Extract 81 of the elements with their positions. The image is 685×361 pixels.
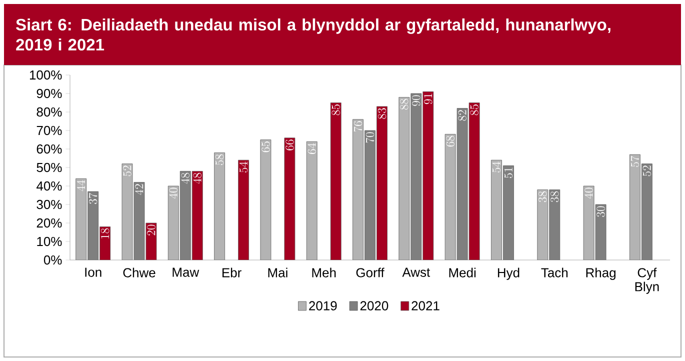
data-label: 57 [630,156,640,167]
x-tick-label: Chwe [123,268,156,278]
data-label: 83 [378,108,386,119]
data-label: 58 [215,154,224,166]
bar [192,171,203,260]
bar [76,178,87,260]
x-tick-label: Maw [172,268,200,277]
data-label: 65 [262,142,270,152]
bar [629,154,640,260]
data-label: 48 [181,172,190,184]
bar [364,130,376,260]
y-tick-label: 60% [36,144,62,154]
data-label: 30 [596,206,605,217]
data-label: 54 [239,162,248,172]
data-label: 68 [446,136,454,147]
bar [180,171,191,260]
data-label: 40 [169,188,178,199]
data-label: 88 [400,98,408,110]
bar [376,106,388,260]
y-tick-label: 20% [36,218,62,228]
x-tick-label: Ion [85,268,102,277]
legend-label: 2020 [360,301,388,310]
data-label: 38 [538,191,547,202]
bar [549,190,560,260]
bar [352,119,364,260]
data-label: 52 [123,166,132,176]
y-tick-label: 90% [36,88,62,98]
chart-title: Siart 6: Deiliadaeth unedau misol a blynyddol ar gyfartaledd, hunanarlwyo, 2019 i 2021 [16,18,610,51]
bar [410,93,422,260]
data-label: 64 [308,143,316,154]
data-label: 42 [135,184,144,195]
x-tick-label: Gorff [356,268,384,278]
data-label: 70 [366,132,374,143]
x-tick-label: Awst [402,268,430,277]
x-tick-label: Ebr [222,268,242,278]
data-label: 18 [100,228,110,239]
bar [330,102,342,260]
bar [503,165,514,260]
bar [398,97,410,260]
bar [88,191,99,260]
data-label: 85 [470,104,478,116]
data-label: 90 [412,95,420,106]
bar [422,91,434,260]
data-label: 44 [76,180,85,192]
bar [491,160,502,260]
x-tick-label: Mai [268,268,288,278]
y-tick-label: 40% [36,181,62,191]
data-label: 54 [492,162,501,172]
data-label: 20 [147,224,156,236]
data-label: 76 [354,121,362,132]
x-tick-label: Medi [449,268,476,278]
x-tick-label: Tach [541,268,568,278]
data-label: 66 [286,140,294,150]
data-label: 40 [584,188,593,199]
x-tick-label: Hyd [498,268,520,280]
bar [214,152,225,260]
bar [537,190,548,260]
x-tick-label: Meh [312,268,336,278]
y-tick-label: 0% [44,255,62,265]
y-tick-label: 70% [36,126,62,136]
y-tick-label: 30% [36,200,62,210]
y-tick-label: 50% [36,162,62,172]
bar [238,160,249,260]
bar [641,164,652,260]
data-label: 48 [193,172,202,184]
y-tick-label: 80% [36,107,62,117]
x-tick-label: Cyf Blyn [635,268,659,294]
legend-label: 2019 [309,301,337,310]
data-label: 38 [550,191,559,202]
data-label: 85 [332,104,340,116]
legend-label: 2021 [412,301,440,310]
y-tick-label: 10% [37,236,62,246]
y-tick-label: 100% [30,70,62,80]
data-label: 51 [504,168,513,178]
bar [306,141,318,260]
data-label: 91 [424,94,432,104]
data-label: 52 [642,166,652,176]
bar [168,186,179,260]
data-label: 37 [88,192,98,204]
x-tick-label: Rhag [586,268,616,280]
data-label: 82 [458,110,466,121]
